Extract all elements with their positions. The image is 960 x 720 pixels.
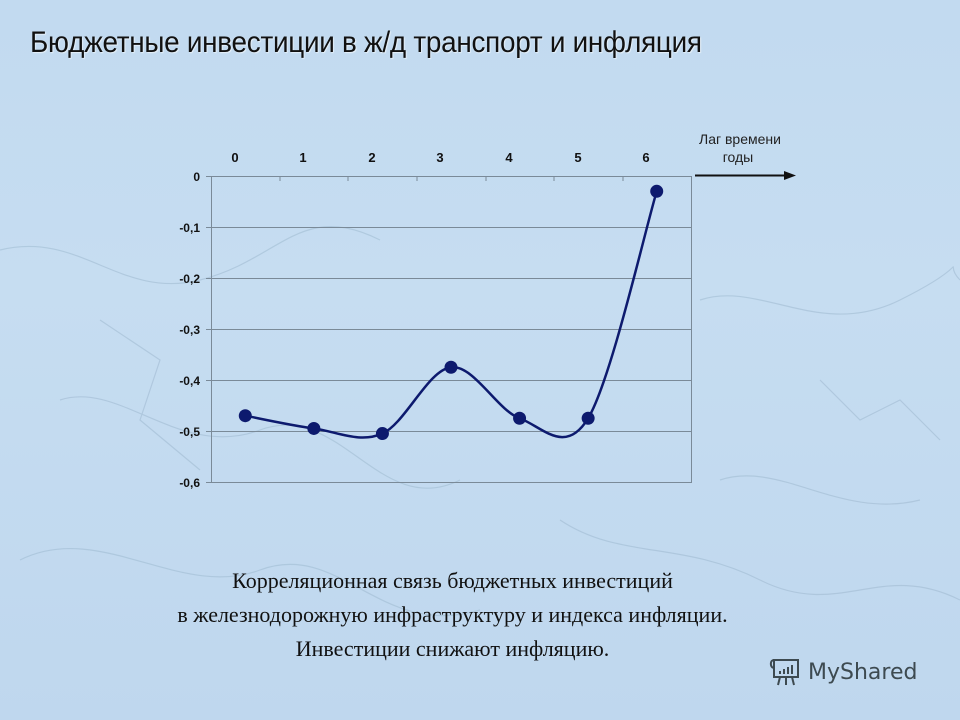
x-axis-label-line1: Лаг времени xyxy=(699,131,781,147)
x-tick-label: 6 xyxy=(642,150,649,165)
watermark-logo: MyShared xyxy=(768,656,917,688)
caption-line-1: Корреляционная связь бюджетных инвестици… xyxy=(232,568,673,593)
y-tick-label: -0,2 xyxy=(179,272,200,286)
x-tick-label: 5 xyxy=(574,150,581,165)
x-tick-label: 0 xyxy=(231,150,238,165)
x-tick-label: 2 xyxy=(368,150,375,165)
y-tick-label: -0,3 xyxy=(179,323,200,337)
data-point-marker xyxy=(375,427,389,441)
data-point-marker xyxy=(307,421,321,435)
data-point-marker xyxy=(581,411,595,425)
data-point-marker xyxy=(650,184,664,198)
caption-line-2: в железнодорожную инфраструктуру и индек… xyxy=(177,602,728,627)
slide-title: Бюджетные инвестиции в ж/д транспорт и и… xyxy=(30,26,702,59)
data-point-marker xyxy=(238,409,252,423)
x-tick-label: 4 xyxy=(505,150,513,165)
x-tick-label: 1 xyxy=(299,150,306,165)
y-tick-label: -0,6 xyxy=(179,476,200,490)
x-axis-arrow-icon xyxy=(695,171,796,180)
series-markers xyxy=(238,184,664,441)
data-point-marker xyxy=(444,360,458,374)
data-point-marker xyxy=(513,411,527,425)
gridlines xyxy=(206,176,692,483)
y-tick-label: -0,4 xyxy=(179,374,200,388)
y-tick-label: -0,5 xyxy=(179,425,200,439)
y-tick-label: 0 xyxy=(193,170,200,184)
y-tick-label: -0,1 xyxy=(179,221,200,235)
presentation-board-icon xyxy=(769,659,799,686)
series-line xyxy=(244,190,658,439)
caption-line-3: Инвестиции снижают инфляцию. xyxy=(295,636,610,661)
x-tick-label: 3 xyxy=(436,150,443,165)
x-axis-label-line2: годы xyxy=(723,149,754,165)
watermark-text: MyShared xyxy=(808,659,918,685)
